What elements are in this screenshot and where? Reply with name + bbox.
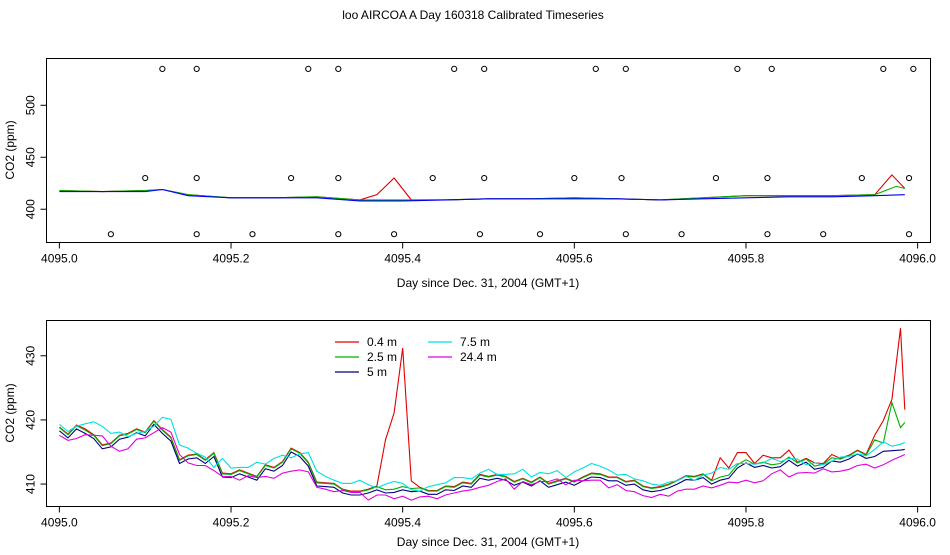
marker-point-middle (712, 174, 720, 182)
series-line-5-m (59, 423, 905, 496)
marker-point-upper (451, 65, 458, 72)
y-tick-label-bottom: 430 (24, 345, 38, 365)
marker-point-middle (858, 174, 865, 182)
marker-point-middle (764, 174, 771, 182)
marker-point-upper (193, 65, 200, 72)
marker-point-middle (335, 174, 342, 182)
marker-point-middle (618, 174, 625, 182)
marker-point-lower (764, 231, 771, 238)
marker-point-middle (481, 174, 488, 182)
y-tick-label-top: 400 (24, 199, 38, 219)
marker-point-lower (476, 231, 484, 238)
marker-point-lower (820, 231, 827, 238)
marker-point-upper (159, 65, 166, 72)
series-line-2-5-m (59, 400, 906, 493)
marker-point-lower (249, 231, 256, 238)
legend: 0.4 m2.5 m5 m 7.5 m24.4 m (335, 335, 497, 379)
bottom-series (59, 328, 906, 501)
y-tick-label-top: 500 (24, 95, 38, 115)
y-tick-label-bottom: 420 (24, 410, 38, 430)
panel-top: CO2 (ppm) Day since Dec. 31, 2004 (GMT+1… (3, 58, 937, 290)
plot-frame-bottom (46, 320, 931, 507)
marker-point-upper (622, 65, 629, 72)
legend-label: 0.4 m (367, 335, 397, 349)
x-tick-label-top: 4095.0 (41, 252, 78, 266)
top-ticks: 4095.0 4095.2 4095.4 4095.6 4095.8 4096.0 400 4… (24, 95, 937, 266)
y-axis-title-top: CO2 (ppm) (3, 120, 17, 179)
marker-point-middle (288, 174, 295, 182)
marker-point-upper (768, 65, 775, 72)
marker-point-lower (536, 231, 544, 238)
y-axis-title-bottom: CO2 (ppm) (3, 383, 17, 442)
legend-label: 7.5 m (460, 335, 490, 349)
marker-point-upper (305, 65, 312, 72)
marker-point-lower (193, 231, 200, 238)
legend-label: 5 m (367, 365, 387, 379)
legend-label: 24.4 m (460, 350, 497, 364)
x-axis-title-top: Day since Dec. 31, 2004 (GMT+1) (397, 276, 579, 290)
y-tick-label-bottom: 410 (24, 474, 38, 494)
marker-point-upper (481, 65, 488, 72)
plot-frame-top (46, 58, 931, 243)
top-markers (107, 65, 917, 238)
figure-title: loo AIRCOA A Day 160318 Calibrated Times… (342, 8, 603, 22)
marker-point-upper (592, 65, 599, 72)
top-series (59, 174, 906, 202)
marker-point-lower (905, 231, 913, 238)
marker-point-lower (390, 231, 398, 238)
series-line-3 (59, 188, 905, 202)
series-line-7-5-m (59, 416, 906, 492)
marker-point-upper (880, 65, 887, 72)
x-tick-label-top: 4095.8 (728, 252, 765, 266)
bottom-ticks: 4095.0 4095.2 4095.4 4095.6 4095.8 4096.0 410 4… (24, 345, 937, 529)
marker-point-upper (335, 65, 342, 72)
series-line-2 (59, 185, 905, 201)
legend-label: 2.5 m (367, 350, 397, 364)
x-tick-label-bottom: 4095.0 (41, 516, 78, 530)
x-axis-title-bottom: Day since Dec. 31, 2004 (GMT+1) (397, 535, 579, 549)
panel-bottom: CO2 (ppm) Day since Dec. 31, 2004 (GMT+1… (3, 320, 937, 549)
x-tick-label-bottom: 4096.0 (899, 516, 936, 530)
series-line-24-4-m (59, 426, 906, 501)
x-tick-label-top: 4095.2 (213, 252, 250, 266)
x-tick-label-bottom: 4095.6 (556, 516, 593, 530)
x-tick-label-top: 4095.4 (384, 252, 421, 266)
x-tick-label-bottom: 4095.4 (384, 516, 421, 530)
marker-point-upper (910, 65, 917, 72)
marker-point-middle (429, 174, 436, 182)
marker-point-lower (622, 231, 629, 238)
x-tick-label-bottom: 4095.2 (213, 516, 250, 530)
marker-point-middle (142, 174, 149, 182)
marker-point-middle (193, 174, 200, 182)
x-tick-label-bottom: 4095.8 (728, 516, 765, 530)
marker-point-upper (734, 65, 741, 72)
marker-point-middle (571, 174, 578, 182)
marker-point-lower (678, 231, 685, 238)
y-tick-label-top: 450 (24, 147, 38, 167)
marker-point-middle (905, 174, 913, 182)
x-tick-label-top: 4095.6 (556, 252, 593, 266)
marker-point-lower (107, 231, 114, 238)
marker-point-lower (335, 231, 342, 238)
x-tick-label-top: 4096.0 (899, 252, 936, 266)
